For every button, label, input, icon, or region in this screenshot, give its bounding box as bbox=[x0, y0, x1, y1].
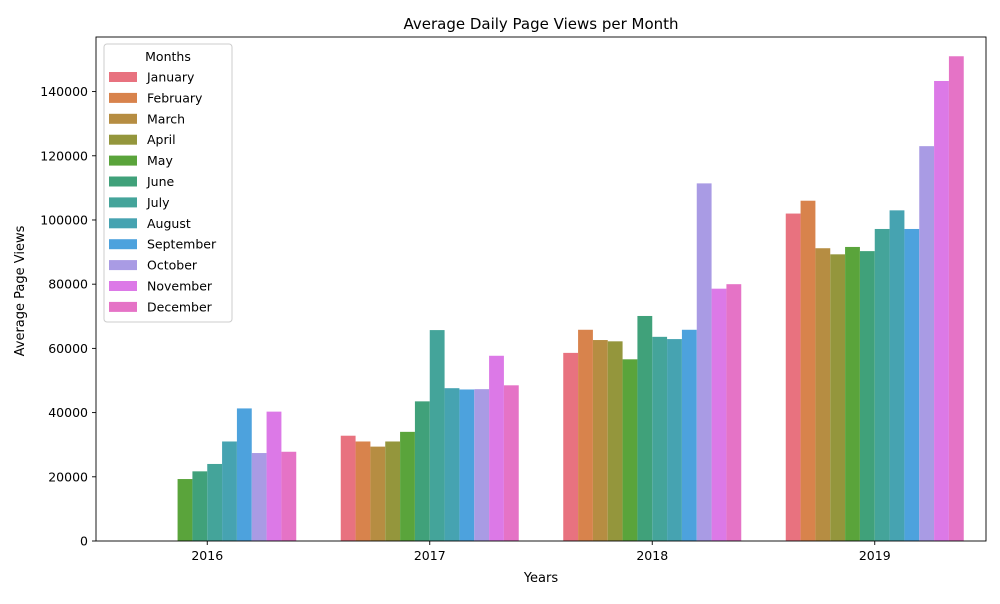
legend-label-february: February bbox=[147, 90, 203, 105]
legend-swatch-february bbox=[109, 92, 137, 103]
bar-march-2019 bbox=[815, 248, 831, 542]
y-axis-label: Average Page Views bbox=[13, 225, 28, 356]
bar-july-2019 bbox=[874, 228, 890, 541]
bar-september-2017 bbox=[459, 389, 475, 541]
legend-swatch-march bbox=[109, 113, 137, 124]
bar-november-2016 bbox=[266, 411, 282, 541]
bar-june-2017 bbox=[414, 401, 430, 541]
legend-label-august: August bbox=[147, 216, 191, 231]
chart-title: Average Daily Page Views per Month bbox=[403, 15, 678, 33]
legend-label-november: November bbox=[147, 279, 213, 294]
legend-swatch-august bbox=[109, 218, 137, 229]
bar-june-2018 bbox=[637, 315, 653, 541]
legend-swatch-july bbox=[109, 197, 137, 208]
bar-october-2019 bbox=[919, 146, 935, 541]
bar-february-2019 bbox=[800, 200, 816, 541]
bar-may-2016 bbox=[177, 479, 193, 541]
legend-swatch-september bbox=[109, 239, 137, 250]
bar-december-2017 bbox=[503, 385, 519, 541]
bar-february-2017 bbox=[355, 441, 371, 541]
y-tick-label: 80000 bbox=[48, 277, 88, 292]
y-tick-label: 140000 bbox=[40, 84, 88, 99]
legend-label-march: March bbox=[147, 111, 185, 126]
legend-swatch-november bbox=[109, 281, 137, 291]
bar-january-2017 bbox=[340, 435, 356, 541]
bar-november-2019 bbox=[934, 80, 949, 541]
y-tick-label: 120000 bbox=[40, 148, 88, 163]
bar-august-2019 bbox=[889, 210, 905, 541]
x-tick-label: 2018 bbox=[636, 548, 668, 563]
bar-may-2019 bbox=[845, 246, 860, 541]
bar-january-2018 bbox=[563, 352, 579, 541]
bar-june-2019 bbox=[859, 251, 875, 541]
plot-frame bbox=[95, 36, 987, 542]
bar-november-2018 bbox=[711, 288, 727, 541]
bar-october-2018 bbox=[696, 183, 712, 541]
legend-label-october: October bbox=[147, 258, 198, 273]
legend-title: Months bbox=[145, 49, 191, 64]
legend-label-september: September bbox=[147, 237, 217, 252]
bar-september-2019 bbox=[904, 228, 920, 541]
legend-label-june: June bbox=[146, 174, 175, 189]
legend-swatch-october bbox=[109, 260, 137, 271]
legend-swatch-april bbox=[109, 134, 137, 145]
bar-october-2016 bbox=[251, 453, 267, 541]
legend: Months January February March April May June Ju… bbox=[103, 43, 233, 323]
bar-december-2018 bbox=[726, 284, 742, 541]
bar-may-2018 bbox=[622, 359, 638, 541]
bar-july-2017 bbox=[429, 330, 445, 541]
bar-november-2017 bbox=[489, 355, 504, 541]
y-tick-label: 60000 bbox=[48, 341, 88, 356]
bar-september-2016 bbox=[236, 408, 252, 541]
bar-september-2018 bbox=[681, 329, 697, 541]
bar-august-2017 bbox=[444, 388, 460, 541]
y-tick-label: 20000 bbox=[48, 469, 88, 484]
bars-group bbox=[177, 56, 964, 542]
x-axis-label: Years bbox=[523, 571, 559, 586]
bar-july-2016 bbox=[207, 463, 223, 541]
bar-august-2016 bbox=[222, 441, 237, 541]
bar-december-2019 bbox=[948, 56, 964, 541]
bar-march-2017 bbox=[370, 446, 386, 541]
bar-december-2016 bbox=[281, 451, 297, 541]
bar-august-2018 bbox=[667, 339, 682, 541]
x-tick-label: 2019 bbox=[859, 548, 891, 563]
bar-march-2018 bbox=[592, 340, 608, 541]
legend-swatch-may bbox=[109, 155, 137, 166]
bar-july-2018 bbox=[652, 336, 668, 541]
x-tick-label: 2017 bbox=[414, 548, 446, 563]
axes-group: 0 20000 40000 60000 80000 100000 120000 140000 2… bbox=[40, 36, 987, 563]
legend-box bbox=[103, 43, 233, 323]
legend-label-may: May bbox=[147, 153, 173, 168]
bar-may-2017 bbox=[400, 431, 415, 541]
bar-april-2018 bbox=[607, 341, 623, 541]
y-tick-label: 40000 bbox=[48, 405, 88, 420]
bar-october-2017 bbox=[474, 389, 490, 541]
x-tick-label: 2016 bbox=[191, 548, 223, 563]
bar-april-2017 bbox=[385, 441, 401, 541]
legend-swatch-june bbox=[109, 176, 137, 187]
legend-label-july: July bbox=[146, 195, 170, 210]
bar-february-2018 bbox=[578, 329, 593, 541]
legend-label-january: January bbox=[146, 70, 195, 85]
bar-january-2019 bbox=[785, 213, 801, 541]
legend-label-april: April bbox=[147, 132, 176, 147]
y-tick-label: 100000 bbox=[40, 212, 88, 227]
bar-june-2016 bbox=[192, 471, 208, 541]
legend-swatch-december bbox=[109, 301, 137, 312]
y-tick-label: 0 bbox=[80, 534, 88, 549]
legend-swatch-january bbox=[109, 72, 137, 82]
bar-april-2019 bbox=[830, 254, 846, 541]
legend-label-december: December bbox=[147, 299, 213, 314]
